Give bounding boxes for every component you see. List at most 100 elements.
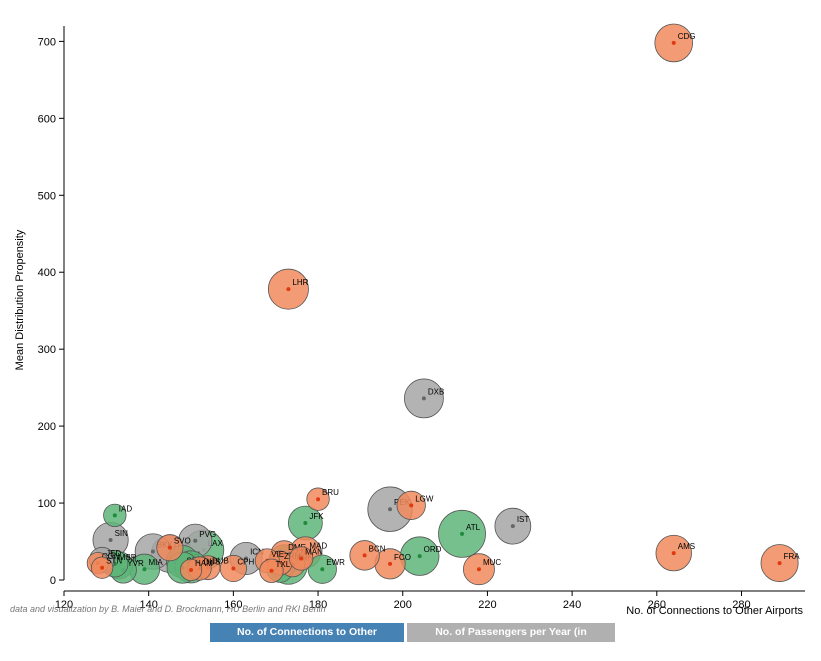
bubble-label: ATL xyxy=(466,523,481,532)
bubble-cdg[interactable]: CDG xyxy=(654,23,696,63)
bubble-label: SVO xyxy=(174,537,191,546)
y-tick-label: 500 xyxy=(38,190,56,202)
bubble-center-dot xyxy=(320,567,325,572)
bubble-label: TXL xyxy=(275,560,290,569)
bubble-center-dot xyxy=(269,568,274,573)
bubble-center-dot xyxy=(316,497,321,502)
bubble-label: IAD xyxy=(119,504,133,513)
bubble-label: BCN xyxy=(369,544,386,553)
bubble-center-dot xyxy=(421,396,426,401)
bubble-label: BRU xyxy=(322,488,339,497)
bubble-ord[interactable]: ORD xyxy=(399,536,442,576)
bubble-label: FRA xyxy=(784,552,801,561)
bubble-center-dot xyxy=(299,556,304,561)
bubble-label: DXB xyxy=(428,387,444,396)
x-tick-label: 120 xyxy=(55,599,73,611)
bubble-label: CDG xyxy=(678,32,696,41)
bubble-label: FCO xyxy=(394,553,411,562)
bubble-center-dot xyxy=(286,287,291,292)
bubble-lgw[interactable]: LGW xyxy=(396,490,434,520)
x-tick-label: 140 xyxy=(140,599,158,611)
bubble-center-dot xyxy=(510,524,515,529)
connections-toggle-button[interactable]: No. of Connections to Other Airports xyxy=(210,623,404,657)
bubble-center-dot xyxy=(244,556,249,561)
bubble-label: PVG xyxy=(199,530,216,539)
y-tick-label: 0 xyxy=(50,575,56,587)
bubble-label: DUS xyxy=(203,557,220,566)
bubble-center-dot xyxy=(100,565,105,570)
bubble-center-dot xyxy=(671,40,676,45)
bubble-label: MAN xyxy=(305,547,323,556)
axes: 0 100 200 300 400 500 600 700 120 140 160 180 200 220… xyxy=(38,26,805,611)
x-tick-label: 220 xyxy=(478,599,496,611)
bubble-svo[interactable]: SVO xyxy=(156,534,191,562)
bubble-label: ICN xyxy=(250,547,264,556)
scatter-chart: ATLPEKLHRLAXDXBORDCDGDFWHKGFRAISTBKKAMSS… xyxy=(14,23,805,617)
bubble-center-dot xyxy=(460,531,465,536)
x-tick-label: 180 xyxy=(309,599,327,611)
bubble-center-dot xyxy=(112,513,117,518)
bubble-ham[interactable]: HAM xyxy=(179,558,213,582)
bubble-center-dot xyxy=(417,554,422,559)
bubble-label: STN xyxy=(106,557,122,566)
bubble-center-dot xyxy=(150,549,155,554)
bubble-bcn[interactable]: BCN xyxy=(349,540,386,571)
bubble-center-dot xyxy=(231,566,236,571)
bubble-jfk[interactable]: JFK xyxy=(287,505,324,541)
bubble-label: MSP xyxy=(119,553,136,562)
bubble-center-dot xyxy=(671,551,676,556)
y-tick-label: 700 xyxy=(38,36,56,48)
bubble-iad[interactable]: IAD xyxy=(103,503,133,528)
bubble-dxb[interactable]: DXB xyxy=(404,378,444,419)
bubble-center-dot xyxy=(777,561,782,566)
y-tick-label: 200 xyxy=(38,421,56,433)
bubble-bru[interactable]: BRU xyxy=(306,487,339,511)
bubble-muc[interactable]: MUC xyxy=(463,553,501,586)
bubble-label: MUC xyxy=(483,558,501,567)
bubble-label: EWR xyxy=(326,558,345,567)
bubble-ist[interactable]: IST xyxy=(494,507,532,545)
bubble-center-dot xyxy=(142,567,147,572)
x-tick-label: 160 xyxy=(224,599,242,611)
bubble-label: MAD xyxy=(309,541,327,550)
bubble-label: ORD xyxy=(424,545,442,554)
bubble-center-dot xyxy=(167,545,172,550)
x-tick-label: 280 xyxy=(732,599,750,611)
bubble-center-dot xyxy=(388,507,393,512)
bubble-label: LHR xyxy=(292,278,308,287)
bubble-lhr[interactable]: LHR xyxy=(267,268,309,310)
bubble-ewr[interactable]: EWR xyxy=(307,554,345,584)
bubble-label: CPH xyxy=(237,557,254,566)
bubble-center-dot xyxy=(189,567,194,572)
bubble-center-dot xyxy=(303,521,308,526)
bubble-label: YUL xyxy=(123,554,139,563)
bubble-center-dot xyxy=(388,561,393,566)
x-tick-label: 200 xyxy=(394,599,412,611)
bubble-label: LAX xyxy=(208,539,224,548)
bubble-man[interactable]: MAN xyxy=(288,546,323,571)
bubble-label: IST xyxy=(517,515,530,524)
bubble-atl[interactable]: ATL xyxy=(438,509,486,558)
bubble-label: VIE xyxy=(271,550,284,559)
bubble-fra[interactable]: FRA xyxy=(760,544,801,583)
x-axis-title: No. of Connections to Other Airports xyxy=(626,605,803,617)
bubble-center-dot xyxy=(193,538,198,543)
y-tick-label: 400 xyxy=(38,267,56,279)
x-tick-label: 240 xyxy=(563,599,581,611)
bubble-label: CGN xyxy=(102,552,120,561)
bubble-label: DUB xyxy=(212,557,229,566)
y-tick-label: 600 xyxy=(38,113,56,125)
bubble-ams[interactable]: AMS xyxy=(655,534,695,572)
bubble-label: HAM xyxy=(195,559,213,568)
bubble-center-dot xyxy=(108,537,113,542)
bubble-label: AMS xyxy=(678,542,695,551)
y-tick-label: 100 xyxy=(38,498,56,510)
bubble-label: JED xyxy=(106,549,121,558)
bubble-center-dot xyxy=(362,553,367,558)
bubble-stn[interactable]: STN xyxy=(90,556,122,579)
bubble-txl[interactable]: TXL xyxy=(259,558,291,583)
passengers-toggle-button[interactable]: No. of Passengers per Year (in Millions) xyxy=(407,623,615,657)
bubble-label: LGW xyxy=(415,494,434,503)
bubble-label: JFK xyxy=(309,512,324,521)
y-tick-label: 300 xyxy=(38,344,56,356)
